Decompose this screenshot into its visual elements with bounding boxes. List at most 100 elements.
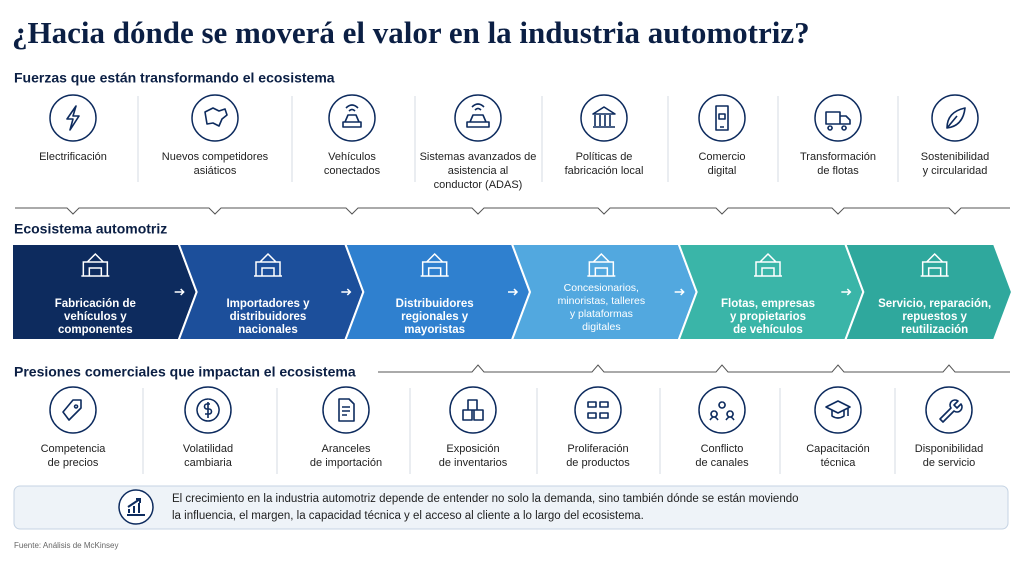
title: ¿Hacia dónde se moverá el valor en la in… [12, 15, 810, 50]
item-label: conectados [324, 165, 381, 177]
icon-glyph [338, 398, 355, 422]
stage-label: Flotas, empresas [721, 298, 815, 310]
callout-line: la influencia, el margen, la capacidad t… [172, 510, 644, 522]
stage-label: mayoristas [404, 324, 465, 336]
stage-label: Concesionarios, [564, 282, 639, 294]
stage-arrow [841, 288, 852, 296]
item-label: de importación [310, 457, 382, 469]
stage-label: digitales [582, 321, 621, 333]
item-label: Proliferación [567, 443, 628, 455]
item-label: Comercio [698, 151, 745, 163]
ecosystem-heading: Ecosistema automotriz [14, 221, 167, 237]
item-label: Vehículos [328, 151, 376, 163]
icon-glyph [62, 399, 82, 421]
item-label: Capacitación [806, 443, 870, 455]
stage-label: y plataformas [570, 308, 633, 320]
stage-label: Fabricación de [55, 298, 136, 310]
item-label: Disponibilidad [915, 443, 984, 455]
icon-circle [49, 386, 97, 434]
item-label: Sistemas avanzados de [420, 151, 537, 163]
stage-icon [81, 252, 110, 277]
callout-box [13, 485, 1009, 530]
item-label: asiáticos [194, 165, 237, 177]
icon-circle [580, 94, 628, 142]
item-label: Sostenibilidad [921, 151, 990, 163]
icon-circle [322, 386, 370, 434]
icon-circle [191, 94, 239, 142]
item-label: asistencia al [448, 165, 509, 177]
item-label: Conflicto [701, 443, 744, 455]
icon-glyph [587, 401, 609, 419]
stage-arrow [174, 288, 185, 296]
item-label: Aranceles [322, 443, 371, 455]
item-label: cambiaria [184, 457, 233, 469]
item-label: Electrificación [39, 151, 107, 163]
source: Fuente: Análisis de McKinsey [14, 541, 119, 550]
stage-label: repuestos y [902, 311, 967, 323]
stage-icon [254, 252, 282, 277]
item-label: conductor (ADAS) [434, 179, 523, 191]
icon-glyph [204, 107, 228, 127]
icon-glyph [196, 398, 220, 422]
callout-icon [118, 489, 154, 525]
stage-label: componentes [58, 324, 133, 336]
item-label: de productos [566, 457, 630, 469]
callout-glyph [127, 498, 145, 516]
stage-arrow [674, 288, 685, 296]
divider [15, 207, 1010, 215]
icon-circle [814, 94, 862, 142]
pressures-heading: Presiones comerciales que impactan el ec… [14, 364, 356, 380]
stage-arrow [341, 288, 352, 296]
item-label: Competencia [41, 443, 107, 455]
item-label: de precios [48, 457, 99, 469]
stage-label: nacionales [238, 324, 297, 336]
item-label: técnica [821, 457, 857, 469]
stage-label: Servicio, reparación, [878, 298, 991, 310]
icon-glyph [342, 104, 362, 128]
stage-label: vehículos y [64, 311, 127, 323]
item-label: de flotas [817, 165, 859, 177]
item-label: Nuevos competidores [162, 151, 269, 163]
stage-label: Distribuidores [396, 298, 474, 310]
item-label: de servicio [923, 457, 976, 469]
stage-icon [754, 252, 782, 277]
callout-line: El crecimiento en la industria automotri… [172, 493, 799, 505]
icon-circle [574, 386, 622, 434]
icon-glyph [466, 103, 490, 128]
forces-heading: Fuerzas que están transformando el ecosi… [14, 70, 335, 86]
stage-label: Importadores y [226, 298, 310, 310]
stage-arrow [508, 288, 519, 296]
icon-glyph [66, 105, 80, 131]
icon-glyph [462, 399, 484, 421]
item-label: y circularidad [923, 165, 988, 177]
icon-glyph [592, 106, 616, 128]
stage-label: minoristas, talleres [558, 295, 646, 307]
stage-label: reutilización [901, 324, 968, 336]
item-label: fabricación local [565, 165, 644, 177]
stage-label: y propietarios [730, 311, 806, 323]
icon-glyph [946, 107, 966, 129]
icon-glyph [825, 400, 851, 419]
item-label: de canales [695, 457, 749, 469]
icon-circle [328, 94, 376, 142]
stage-icon [587, 252, 616, 277]
item-label: Exposición [446, 443, 499, 455]
item-label: Volatilidad [183, 443, 233, 455]
icon-circle [698, 386, 746, 434]
divider [378, 364, 1010, 373]
icon-circle [49, 94, 97, 142]
stage-icon [420, 252, 449, 277]
item-label: Transformación [800, 151, 876, 163]
stage-label: regionales y [401, 311, 469, 323]
icon-glyph [715, 105, 729, 131]
icon-circle [814, 386, 862, 434]
icon-glyph [825, 111, 851, 131]
stage-chevron [843, 243, 1014, 341]
stage-label: de vehículos [733, 324, 803, 336]
item-label: Políticas de [576, 151, 633, 163]
icon-glyph [939, 399, 963, 423]
icon-circle [698, 94, 746, 142]
item-label: de inventarios [439, 457, 508, 469]
stage-icon [920, 252, 949, 277]
